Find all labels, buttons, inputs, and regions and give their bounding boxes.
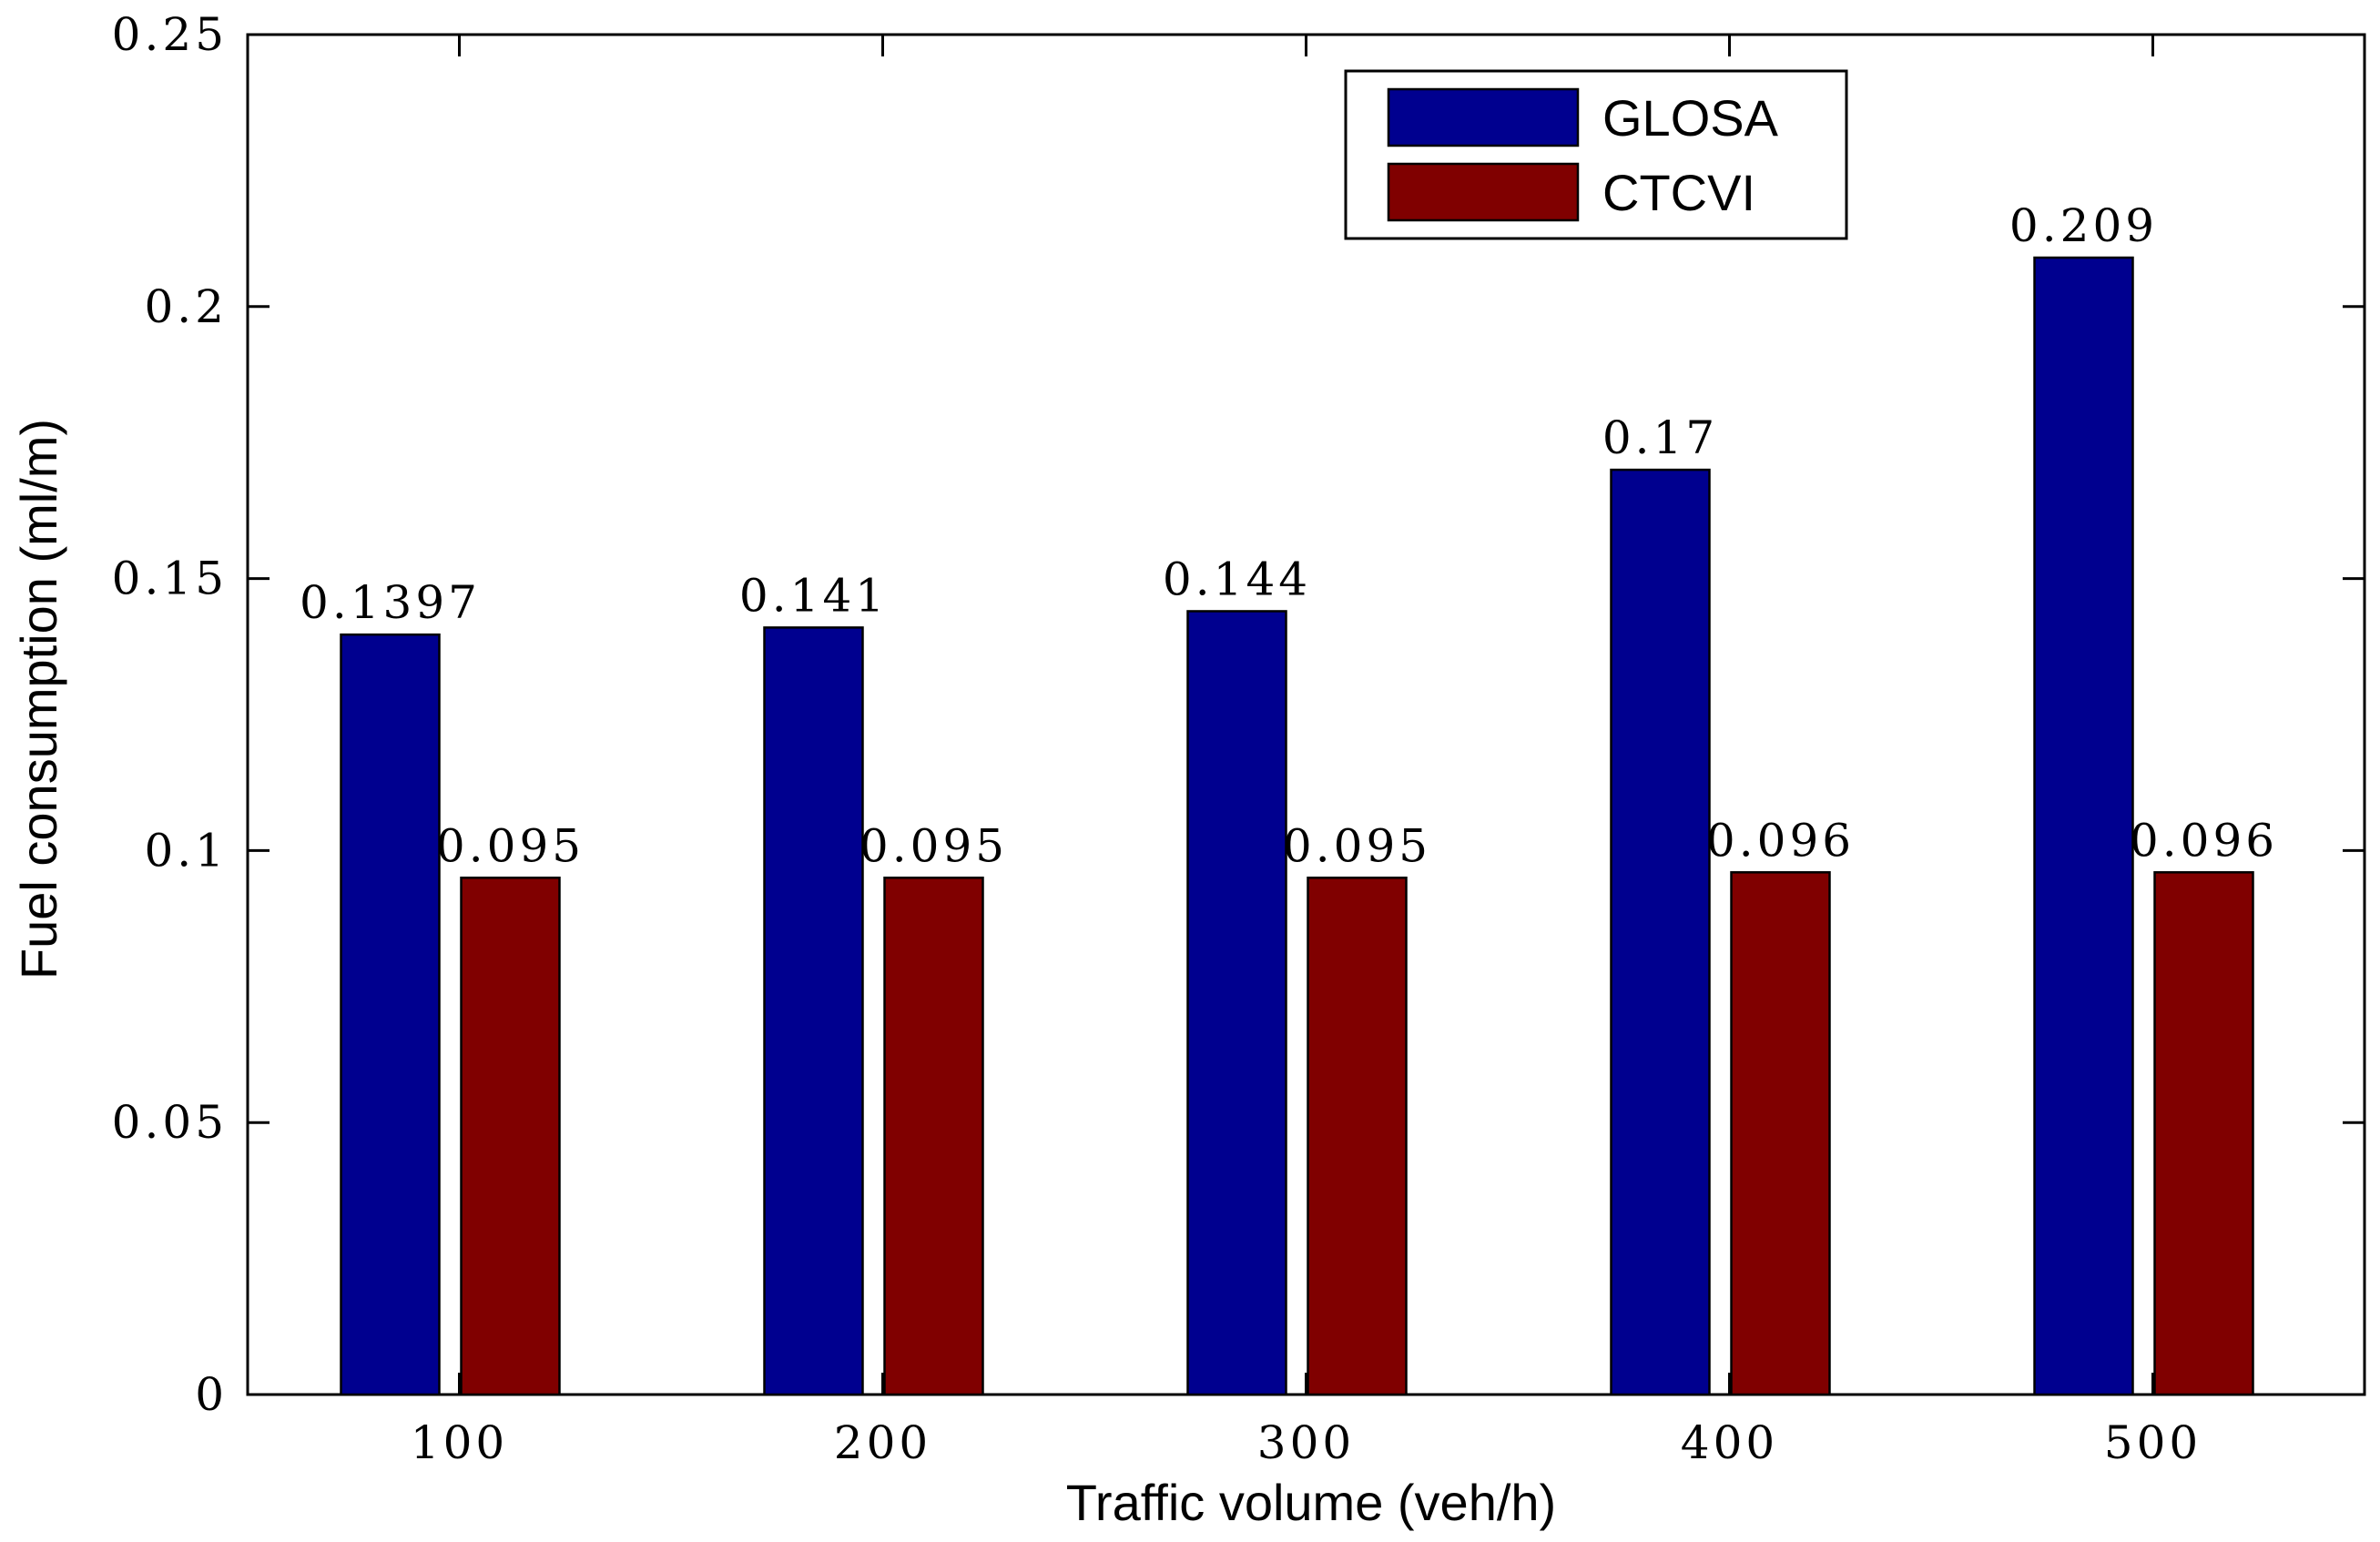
x-tick-label: 500 [2104,1416,2202,1469]
x-tick-label: 200 [834,1416,931,1469]
bar-glosa-500 [2033,256,2134,1396]
data-label-glosa-500: 0.209 [2009,199,2158,252]
data-label-ctcvi-100: 0.095 [436,819,585,872]
y-tick-label: 0.15 [112,553,228,605]
data-label-ctcvi-300: 0.095 [1283,819,1431,872]
bars-layer [340,256,2254,1396]
data-label-glosa-100: 0.1397 [300,576,481,629]
data-label-glosa-200: 0.141 [739,569,888,622]
bar-glosa-300 [1186,610,1287,1396]
bar-glosa-400 [1610,468,1711,1396]
bar-ctcvi-200 [883,877,984,1396]
ticks-layer: 0 0.05 0.1 0.15 0.2 0.25 100 200 300 400 500 [112,8,2365,1469]
y-tick-label: 0 [195,1368,228,1421]
x-axis-title: Traffic volume (veh/h) [1066,1474,1556,1531]
bar-glosa-100 [340,633,441,1396]
data-label-glosa-400: 0.17 [1602,411,1718,464]
y-tick-label: 0.05 [112,1096,228,1149]
bar-ctcvi-100 [460,877,561,1396]
legend-label-glosa: GLOSA [1602,89,1779,147]
bar-ctcvi-300 [1307,877,1408,1396]
legend-label-ctcvi: CTCVI [1602,164,1755,221]
data-label-ctcvi-500: 0.096 [2130,814,2278,867]
x-tick-label: 300 [1257,1416,1355,1469]
axis-titles-layer: Traffic volume (veh/h) Fuel consumption … [10,419,1556,1531]
y-axis-title: Fuel consumption (ml/m) [10,419,67,979]
data-labels-layer: 0.1397 0.095 0.141 0.095 0.144 0.095 0.17 0.096… [300,199,2278,872]
legend-swatch-ctcvi [1387,162,1580,222]
y-tick-label: 0.25 [112,8,228,61]
y-tick-label: 0.2 [144,280,228,333]
legend: GLOSA CTCVI [1344,69,1848,240]
bar-glosa-200 [763,626,864,1396]
data-label-glosa-300: 0.144 [1163,553,1311,605]
y-tick-label: 0.1 [144,824,228,877]
legend-swatch-glosa [1387,87,1580,147]
data-label-ctcvi-200: 0.095 [859,819,1008,872]
bar-ctcvi-500 [2153,871,2254,1396]
x-tick-label: 400 [1681,1416,1778,1469]
bar-ctcvi-400 [1730,871,1831,1396]
x-tick-label: 100 [411,1416,508,1469]
data-label-ctcvi-400: 0.096 [1706,814,1855,867]
